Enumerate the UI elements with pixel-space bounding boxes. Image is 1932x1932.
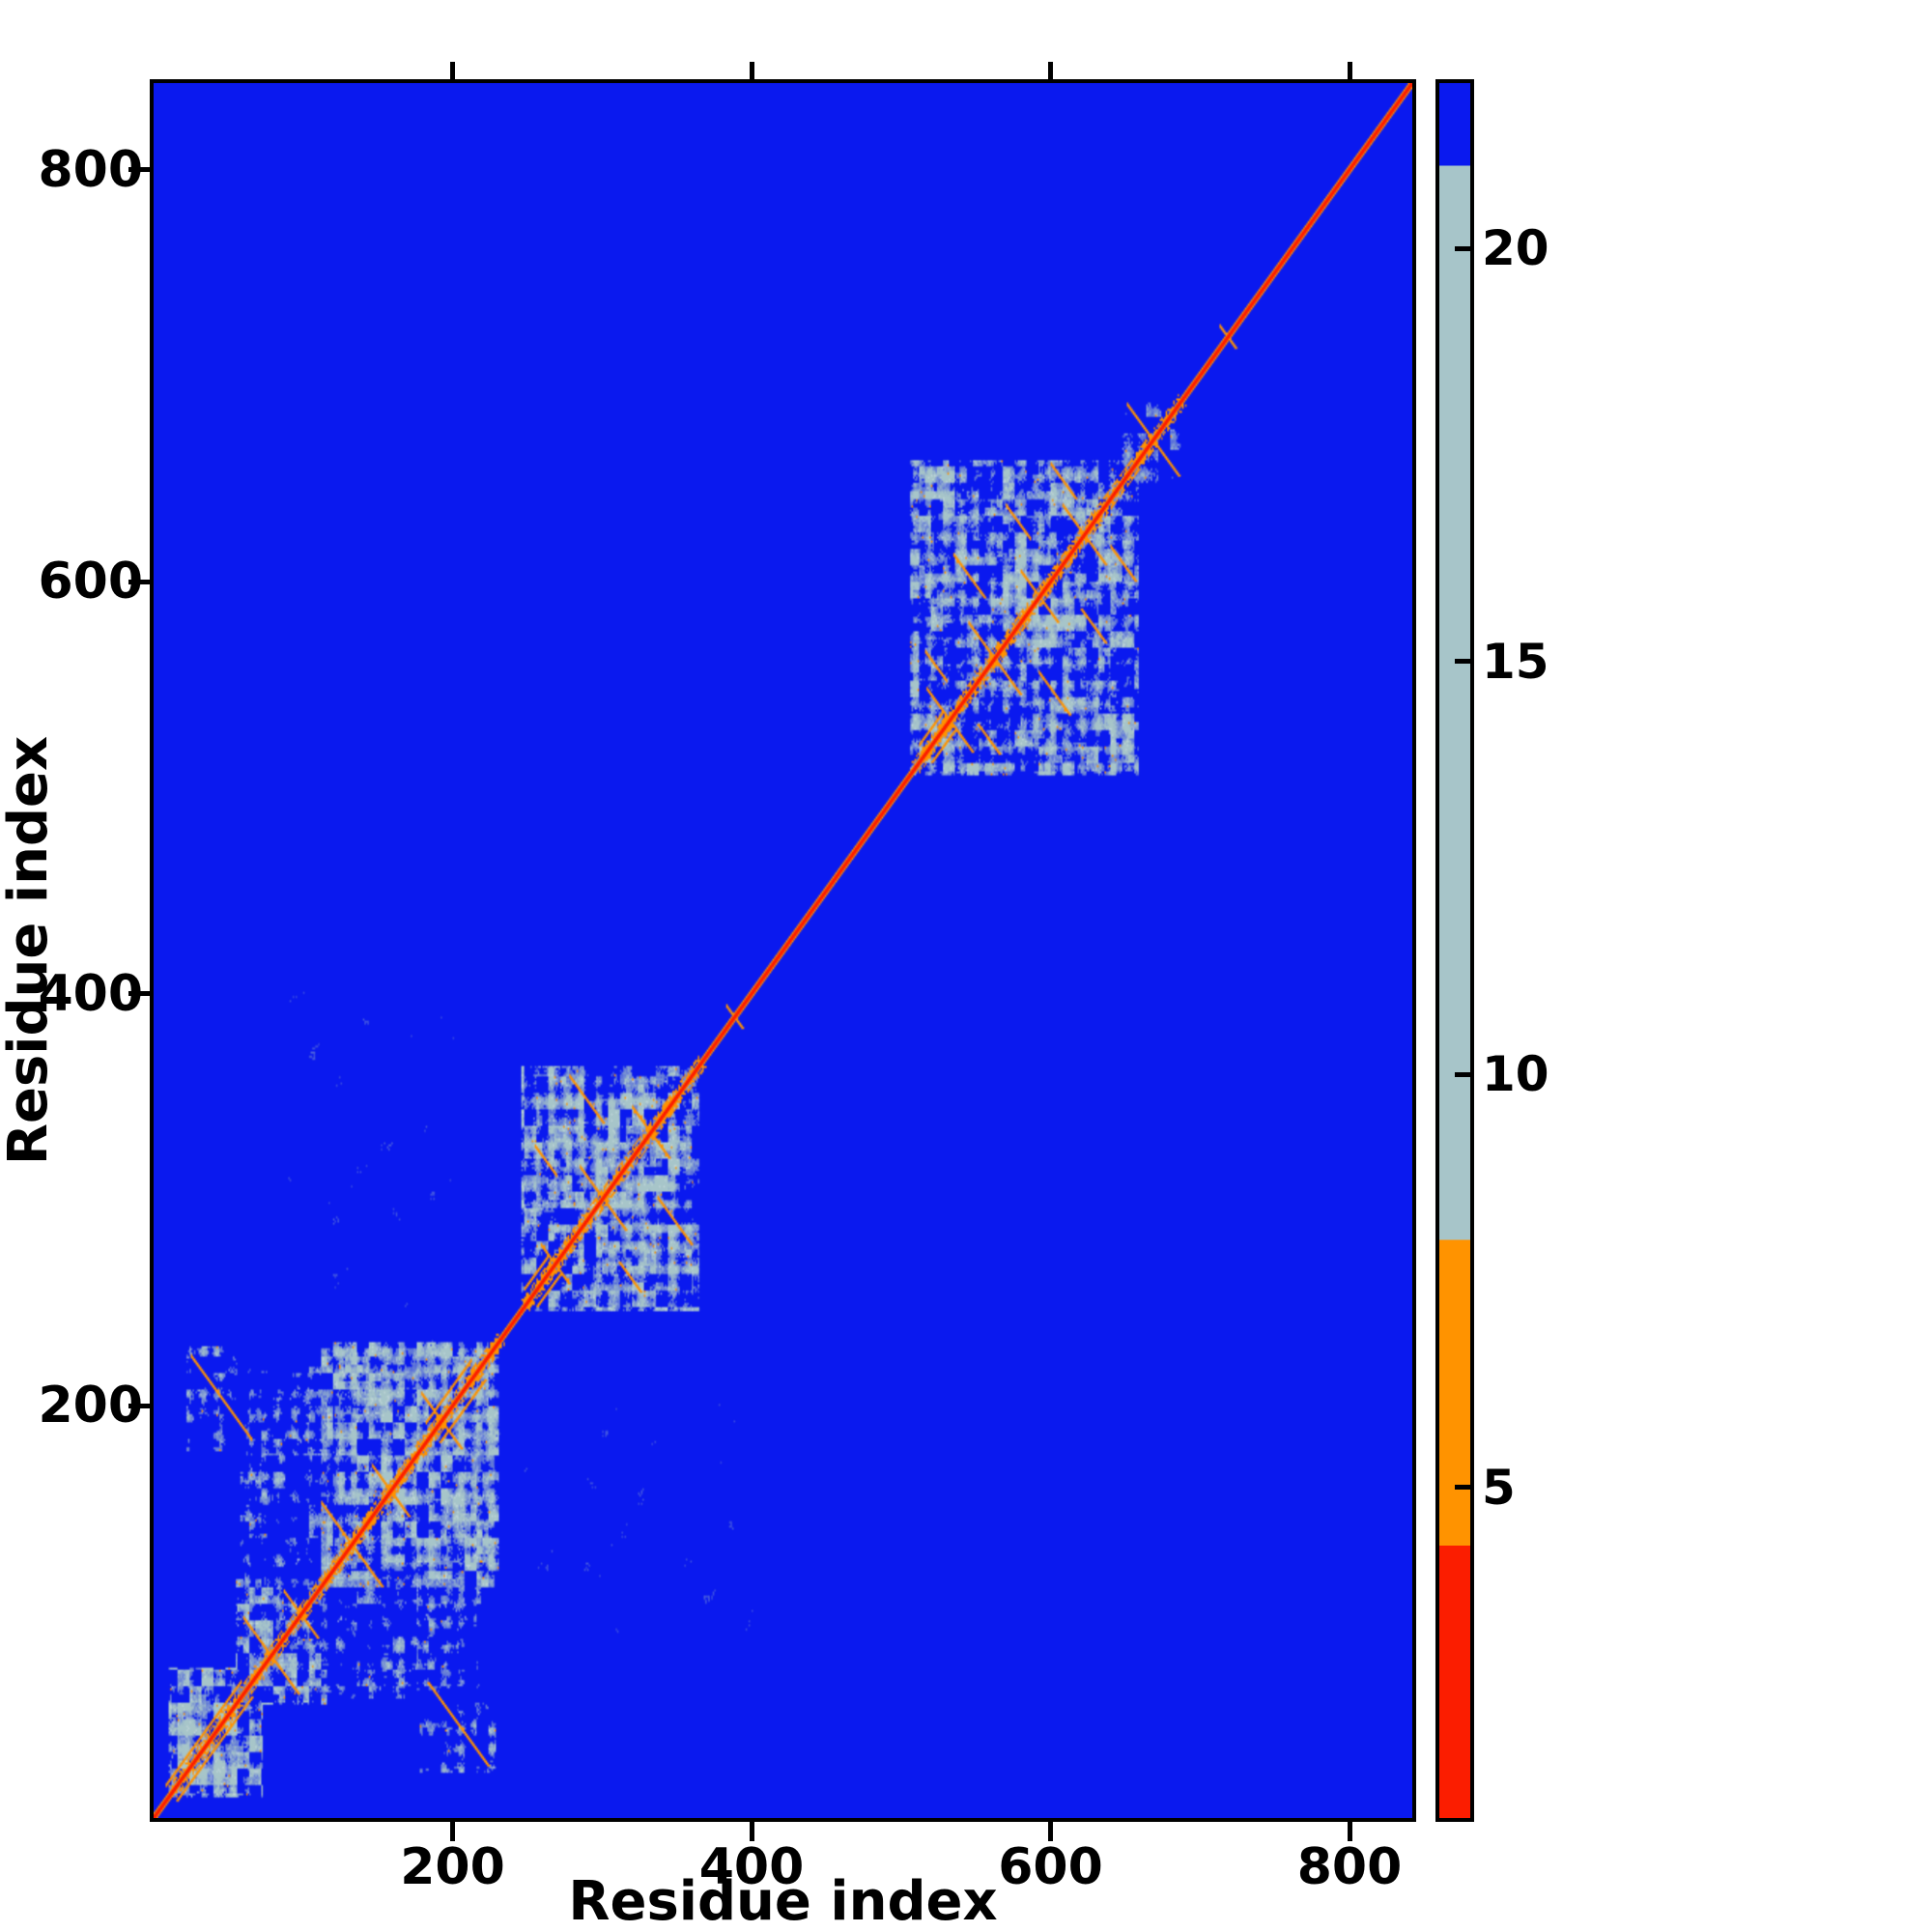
x-tick-mark-top xyxy=(450,62,455,79)
x-tick-label: 200 xyxy=(400,1838,505,1896)
y-tick-mark xyxy=(128,579,150,584)
x-tick-mark xyxy=(1347,1822,1352,1841)
y-tick-mark xyxy=(128,167,150,173)
colorbar-gradient xyxy=(1439,83,1470,1818)
y-tick-label: 600 xyxy=(38,553,143,611)
colorbar-tick-label: 20 xyxy=(1482,220,1549,277)
colorbar-tick-label: 15 xyxy=(1482,633,1549,690)
x-tick-mark xyxy=(1048,1822,1053,1841)
y-axis-label: Residue index xyxy=(0,735,60,1166)
x-tick-mark xyxy=(749,1822,754,1841)
x-tick-mark xyxy=(450,1822,455,1841)
y-tick-label: 400 xyxy=(38,964,143,1023)
colorbar-tick-label: 10 xyxy=(1482,1046,1549,1103)
colorbar-tick-label: 5 xyxy=(1482,1459,1516,1516)
y-tick-mark xyxy=(128,991,150,997)
plot-area xyxy=(150,79,1416,1822)
colorbar-tick-mark xyxy=(1455,245,1470,251)
heatmap-canvas xyxy=(154,83,1412,1818)
x-tick-mark-top xyxy=(1048,62,1053,79)
x-tick-mark-top xyxy=(749,62,754,79)
x-axis-label: Residue index xyxy=(568,1870,998,1932)
x-tick-label: 400 xyxy=(698,1838,805,1896)
colorbar xyxy=(1435,79,1474,1822)
x-tick-mark-top xyxy=(1347,62,1352,79)
x-tick-label: 600 xyxy=(998,1838,1103,1896)
y-tick-label: 200 xyxy=(38,1377,143,1435)
colorbar-tick-mark xyxy=(1455,659,1470,665)
colorbar-tick-mark xyxy=(1455,1071,1470,1077)
colorbar-tick-mark xyxy=(1455,1485,1470,1491)
y-tick-mark xyxy=(128,1403,150,1408)
y-tick-label: 800 xyxy=(38,140,143,199)
x-tick-label: 800 xyxy=(1296,1838,1403,1896)
